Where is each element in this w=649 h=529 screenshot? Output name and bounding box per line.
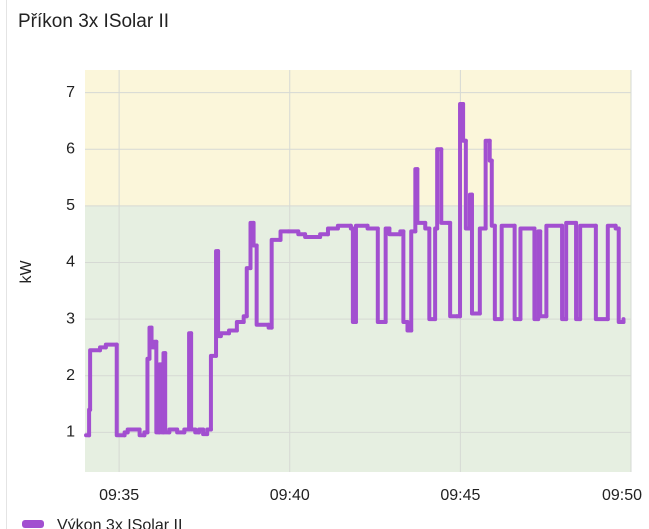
legend-swatch [22,520,44,528]
x-tick-label: 09:40 [270,487,310,504]
step-segment [167,427,180,435]
step-segment [487,138,494,163]
step-segment [335,223,353,231]
step-segment [353,223,370,324]
y-axis-label: kW [18,260,35,284]
y-tick-label: 2 [66,367,75,384]
x-tick-label: 09:35 [99,487,139,504]
step-segment [318,232,330,240]
threshold-band [85,70,631,206]
step-segment [375,226,388,324]
step-segment [492,223,504,322]
step-segment [415,167,428,225]
step-segment [303,232,323,240]
step-segment [593,223,610,322]
step-segment [254,243,271,327]
step-segment [325,226,340,237]
x-tick-label: 09:45 [440,487,480,504]
y-tick-label: 1 [66,424,75,441]
y-tick-label: 7 [66,84,75,101]
y-tick-label: 4 [66,254,75,271]
step-segment [518,226,537,322]
step-segment [538,229,549,319]
x-tick-label: 09:50 [602,487,642,504]
step-segment [125,427,142,435]
legend-label: Výkon 3x ISolar II [57,517,182,529]
step-segment [87,407,93,438]
step-segment [296,229,308,237]
step-segment [564,220,579,322]
step-segment [365,223,380,231]
step-segment [605,223,618,322]
step-segment [145,356,152,435]
step-segment [269,237,283,330]
step-segment [469,192,482,316]
step-segment [544,223,565,319]
chart-title: Příkon 3x ISolar II [18,11,169,32]
y-tick-label: 5 [66,197,75,214]
step-segment [448,220,459,319]
step-segment [278,229,291,242]
step-segment [499,223,517,322]
step-segment [103,342,119,350]
step-segment [439,147,451,225]
y-tick-label: 6 [66,140,75,157]
step-segment [88,348,103,412]
y-tick-label: 3 [66,310,75,327]
step-segment [175,427,187,435]
step-segment [218,331,232,339]
step-segment [387,226,403,237]
step-segment [114,342,127,438]
step-segment [578,223,598,322]
step-segment [227,328,239,336]
step-segment [234,319,246,333]
step-segment [433,226,440,322]
